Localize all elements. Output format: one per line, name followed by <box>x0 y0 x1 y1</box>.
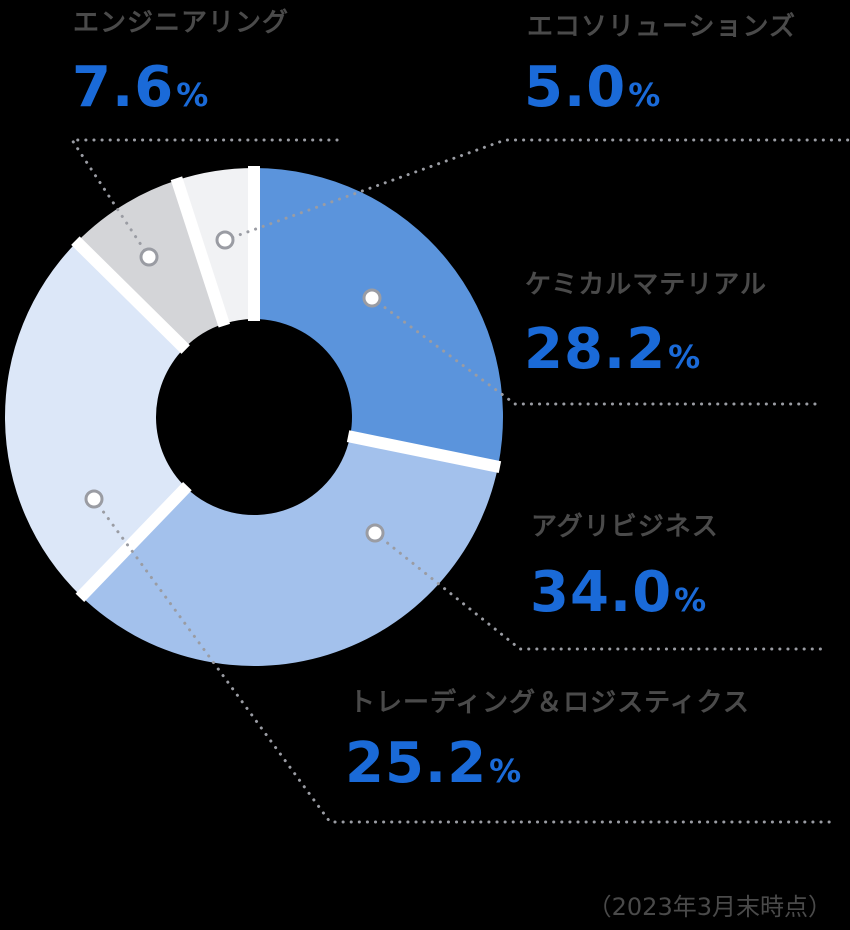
slice-eco <box>177 168 254 324</box>
label-trading-logistics: トレーディング＆ロジスティクス <box>349 688 750 718</box>
value-number: 28.2 <box>524 317 667 382</box>
slice-markers <box>84 230 385 543</box>
slice-trading <box>5 242 187 597</box>
value-number: 5.0 <box>524 55 627 120</box>
slice-separator <box>346 430 502 474</box>
marker-eco <box>215 230 235 250</box>
value-engineering: 7.6% <box>72 60 208 116</box>
label-chemical-material: ケミカルマテリアル <box>525 270 767 300</box>
value-number: 7.6 <box>72 55 175 120</box>
leader-line-eco <box>223 138 850 242</box>
leader-lines <box>69 138 850 824</box>
donut-slices <box>5 166 503 666</box>
value-chemical-material: 28.2% <box>524 322 700 378</box>
value-agribusiness: 34.0% <box>530 565 706 621</box>
slice-separator <box>71 236 190 354</box>
percent-unit: % <box>668 338 701 376</box>
as-of-footnote: （2023年3月末時点） <box>587 893 832 921</box>
value-number: 25.2 <box>345 731 488 796</box>
marker-trading <box>84 489 104 509</box>
percent-unit: % <box>489 752 522 790</box>
leader-line-agri <box>373 531 824 651</box>
slice-chemical <box>254 168 503 467</box>
leader-line-chemical <box>370 296 824 406</box>
value-eco-solutions: 5.0% <box>524 60 660 116</box>
percent-unit: % <box>628 76 661 114</box>
percent-unit: % <box>176 76 209 114</box>
percent-unit: % <box>674 581 707 619</box>
label-agribusiness: アグリビジネス <box>531 512 719 542</box>
value-number: 34.0 <box>530 560 673 625</box>
marker-chemical <box>362 288 382 308</box>
marker-agri <box>365 523 385 543</box>
label-eco-solutions: エコソリューションズ <box>527 12 796 42</box>
slice-separator <box>170 176 231 328</box>
marker-engineering <box>139 247 159 267</box>
value-trading-logistics: 25.2% <box>345 736 521 792</box>
label-engineering: エンジニアリング <box>73 8 290 38</box>
slice-separator <box>75 481 192 602</box>
